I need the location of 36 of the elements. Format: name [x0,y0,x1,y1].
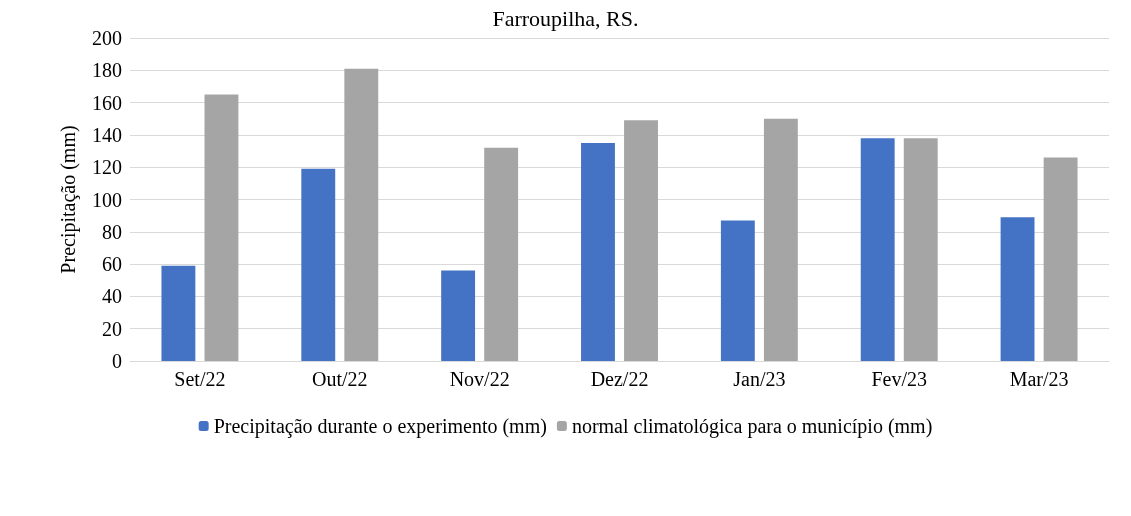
y-tick-label: 140 [92,123,122,146]
bar [624,120,658,361]
x-tick-label: Nov/22 [449,368,510,390]
y-tick-label: 60 [102,253,122,276]
bar [581,142,615,361]
bar [441,270,476,361]
bar [860,138,895,361]
y-tick-label: 180 [92,59,122,82]
bar [484,147,519,361]
y-tick-label: 0 [112,350,122,372]
y-axis-title: Precipitação (mm) [57,125,80,274]
legend-label: normal climatológica para o município (mm) [571,415,933,438]
bar [204,94,239,361]
y-tick-label: 160 [92,91,122,114]
bar [301,168,336,361]
y-tick-label: 40 [102,285,122,308]
y-tick-label: 80 [102,220,122,243]
bar [763,118,798,361]
legend-label: Precipitação durante o experimento (mm) [213,415,547,438]
x-tick-label: Mar/23 [1009,368,1069,390]
x-tick-label: Jan/23 [733,368,786,390]
chart-title: Farroupilha, RS. [492,5,639,31]
y-tick-label: 120 [92,156,122,179]
x-tick-label: Dez/22 [590,368,649,390]
bar [1000,217,1035,361]
bar [903,138,938,361]
y-tick-label: 100 [92,188,122,211]
x-tick-label: Set/22 [174,368,226,390]
x-tick-label: Out/22 [312,368,368,390]
y-tick-label: 200 [92,27,122,49]
y-tick-label: 20 [102,317,122,340]
x-tick-label: Fev/23 [871,368,927,390]
bar [344,68,379,361]
bar [1043,157,1078,361]
bar [161,265,196,361]
bar [720,220,755,361]
